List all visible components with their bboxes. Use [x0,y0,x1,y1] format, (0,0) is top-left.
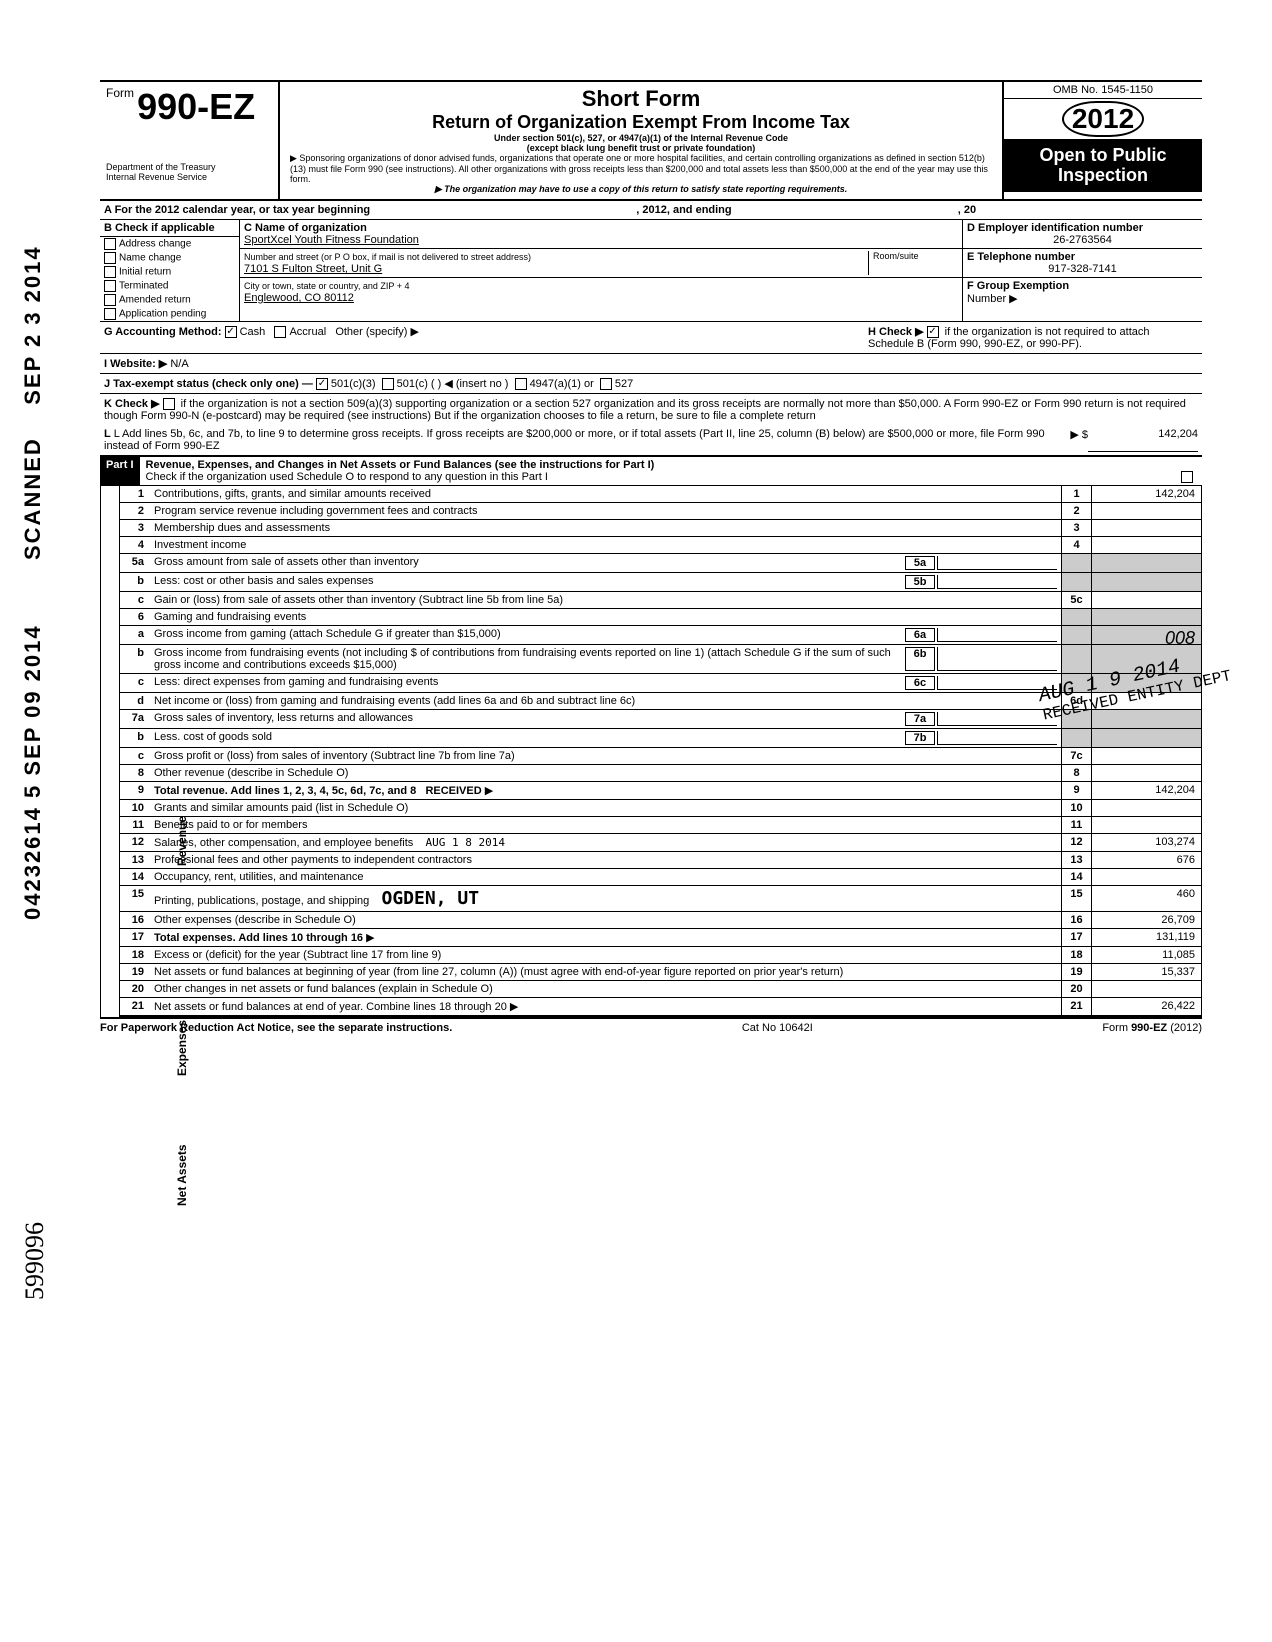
handwritten-number: 599096 [20,1222,50,1300]
part1-header: Part I Revenue, Expenses, and Changes in… [100,457,1202,486]
line-8: 8Other revenue (describe in Schedule O)8 [120,765,1201,782]
line-l-value: 142,204 [1088,428,1198,452]
chk-501c[interactable] [382,378,394,390]
org-address: 7101 S Fulton Street, Unit G [244,263,382,275]
line-20: 20Other changes in net assets or fund ba… [120,981,1201,998]
org-city: Englewood, CO 80112 [244,292,354,304]
line-15: 15Printing, publications, postage, and s… [120,886,1201,912]
chk-527[interactable] [600,378,612,390]
chk-schedule-o[interactable] [1181,471,1193,483]
chk-cash[interactable]: ✓ [225,326,237,338]
chk-4947[interactable] [515,378,527,390]
line-a: A For the 2012 calendar year, or tax yea… [100,201,1202,220]
box-f: F Group Exemption Number ▶ [963,278,1202,307]
box-l: L L Add lines 5b, 6c, and 7b, to line 9 … [100,425,1202,457]
chk-501c3[interactable]: ✓ [316,378,328,390]
line-5a: 5aGross amount from sale of assets other… [120,554,1201,573]
box-c: C Name of organization SportXcel Youth F… [240,220,962,249]
line-6a: aGross income from gaming (attach Schedu… [120,626,1201,645]
form-number-box: Form 990-EZ Department of the Treasury I… [100,82,280,199]
side-netassets: Net Assets [175,1145,189,1207]
line-14: 14Occupancy, rent, utilities, and mainte… [120,869,1201,886]
scanned-stamp: SCANNED SEP 2 3 2014 [20,245,46,560]
line-18: 18Excess or (deficit) for the year (Subt… [120,947,1201,964]
line-17: 17Total expenses. Add lines 10 through 1… [120,929,1201,947]
chk-name-change[interactable] [104,252,116,264]
dln-stamp: 04232614 5 SEP 09 2014 [20,624,46,920]
chk-initial-return[interactable] [104,266,116,278]
omb-year-box: OMB No. 1545-1150 2012 Open to PublicIns… [1002,82,1202,199]
line-6b: bGross income from fundraising events (n… [120,645,1201,674]
line-7b: bLess. cost of goods sold7b [120,729,1201,748]
chk-amended-return[interactable] [104,294,116,306]
org-name: SportXcel Youth Fitness Foundation [244,234,419,246]
line-4: 4Investment income4 [120,537,1201,554]
line-5b: bLess: cost or other basis and sales exp… [120,573,1201,592]
line-7a: 7aGross sales of inventory, less returns… [120,710,1201,729]
box-d: D Employer identification number 26-2763… [963,220,1202,249]
line-21: 21Net assets or fund balances at end of … [120,998,1201,1017]
line-6: 6Gaming and fundraising events [120,609,1201,626]
chk-address-change[interactable] [104,238,116,250]
line-13: 13Professional fees and other payments t… [120,852,1201,869]
side-expenses: Expenses [175,1020,189,1076]
form-title-box: Short Form Return of Organization Exempt… [280,82,1002,199]
line-9: 9Total revenue. Add lines 1, 2, 3, 4, 5c… [120,782,1201,800]
line-10: 10Grants and similar amounts paid (list … [120,800,1201,817]
phone: 917-328-7141 [967,263,1198,275]
line-12: 12Salaries, other compensation, and empl… [120,834,1201,852]
line-16: 16Other expenses (describe in Schedule O… [120,912,1201,929]
box-k: K Check ▶ if the organization is not a s… [100,394,1202,425]
box-h: H Check ▶ ✓ if the organization is not r… [868,325,1198,350]
box-j: J Tax-exempt status (check only one) — ✓… [100,374,1202,394]
page-footer: For Paperwork Reduction Act Notice, see … [100,1017,1202,1034]
line-3: 3Membership dues and assessments3 [120,520,1201,537]
line-19: 19Net assets or fund balances at beginni… [120,964,1201,981]
line-5c: cGain or (loss) from sale of assets othe… [120,592,1201,609]
chk-application-pending[interactable] [104,308,116,320]
line-1: 1Contributions, gifts, grants, and simil… [120,486,1201,503]
chk-accrual[interactable] [274,326,286,338]
chk-k[interactable] [163,398,175,410]
box-i: I Website: ▶ N/A [100,354,1202,374]
line-2: 2Program service revenue including gover… [120,503,1201,520]
line-11: 11Benefits paid to or for members11 [120,817,1201,834]
box-e: E Telephone number 917-328-7141 [963,249,1202,278]
chk-h[interactable]: ✓ [927,326,939,338]
box-b: B Check if applicable Address change Nam… [100,220,240,321]
chk-terminated[interactable] [104,280,116,292]
side-revenue: Revenue [175,816,189,866]
ein: 26-2763564 [967,234,1198,246]
box-g: G Accounting Method: ✓Cash Accrual Other… [104,325,868,350]
line-7c: cGross profit or (loss) from sales of in… [120,748,1201,765]
